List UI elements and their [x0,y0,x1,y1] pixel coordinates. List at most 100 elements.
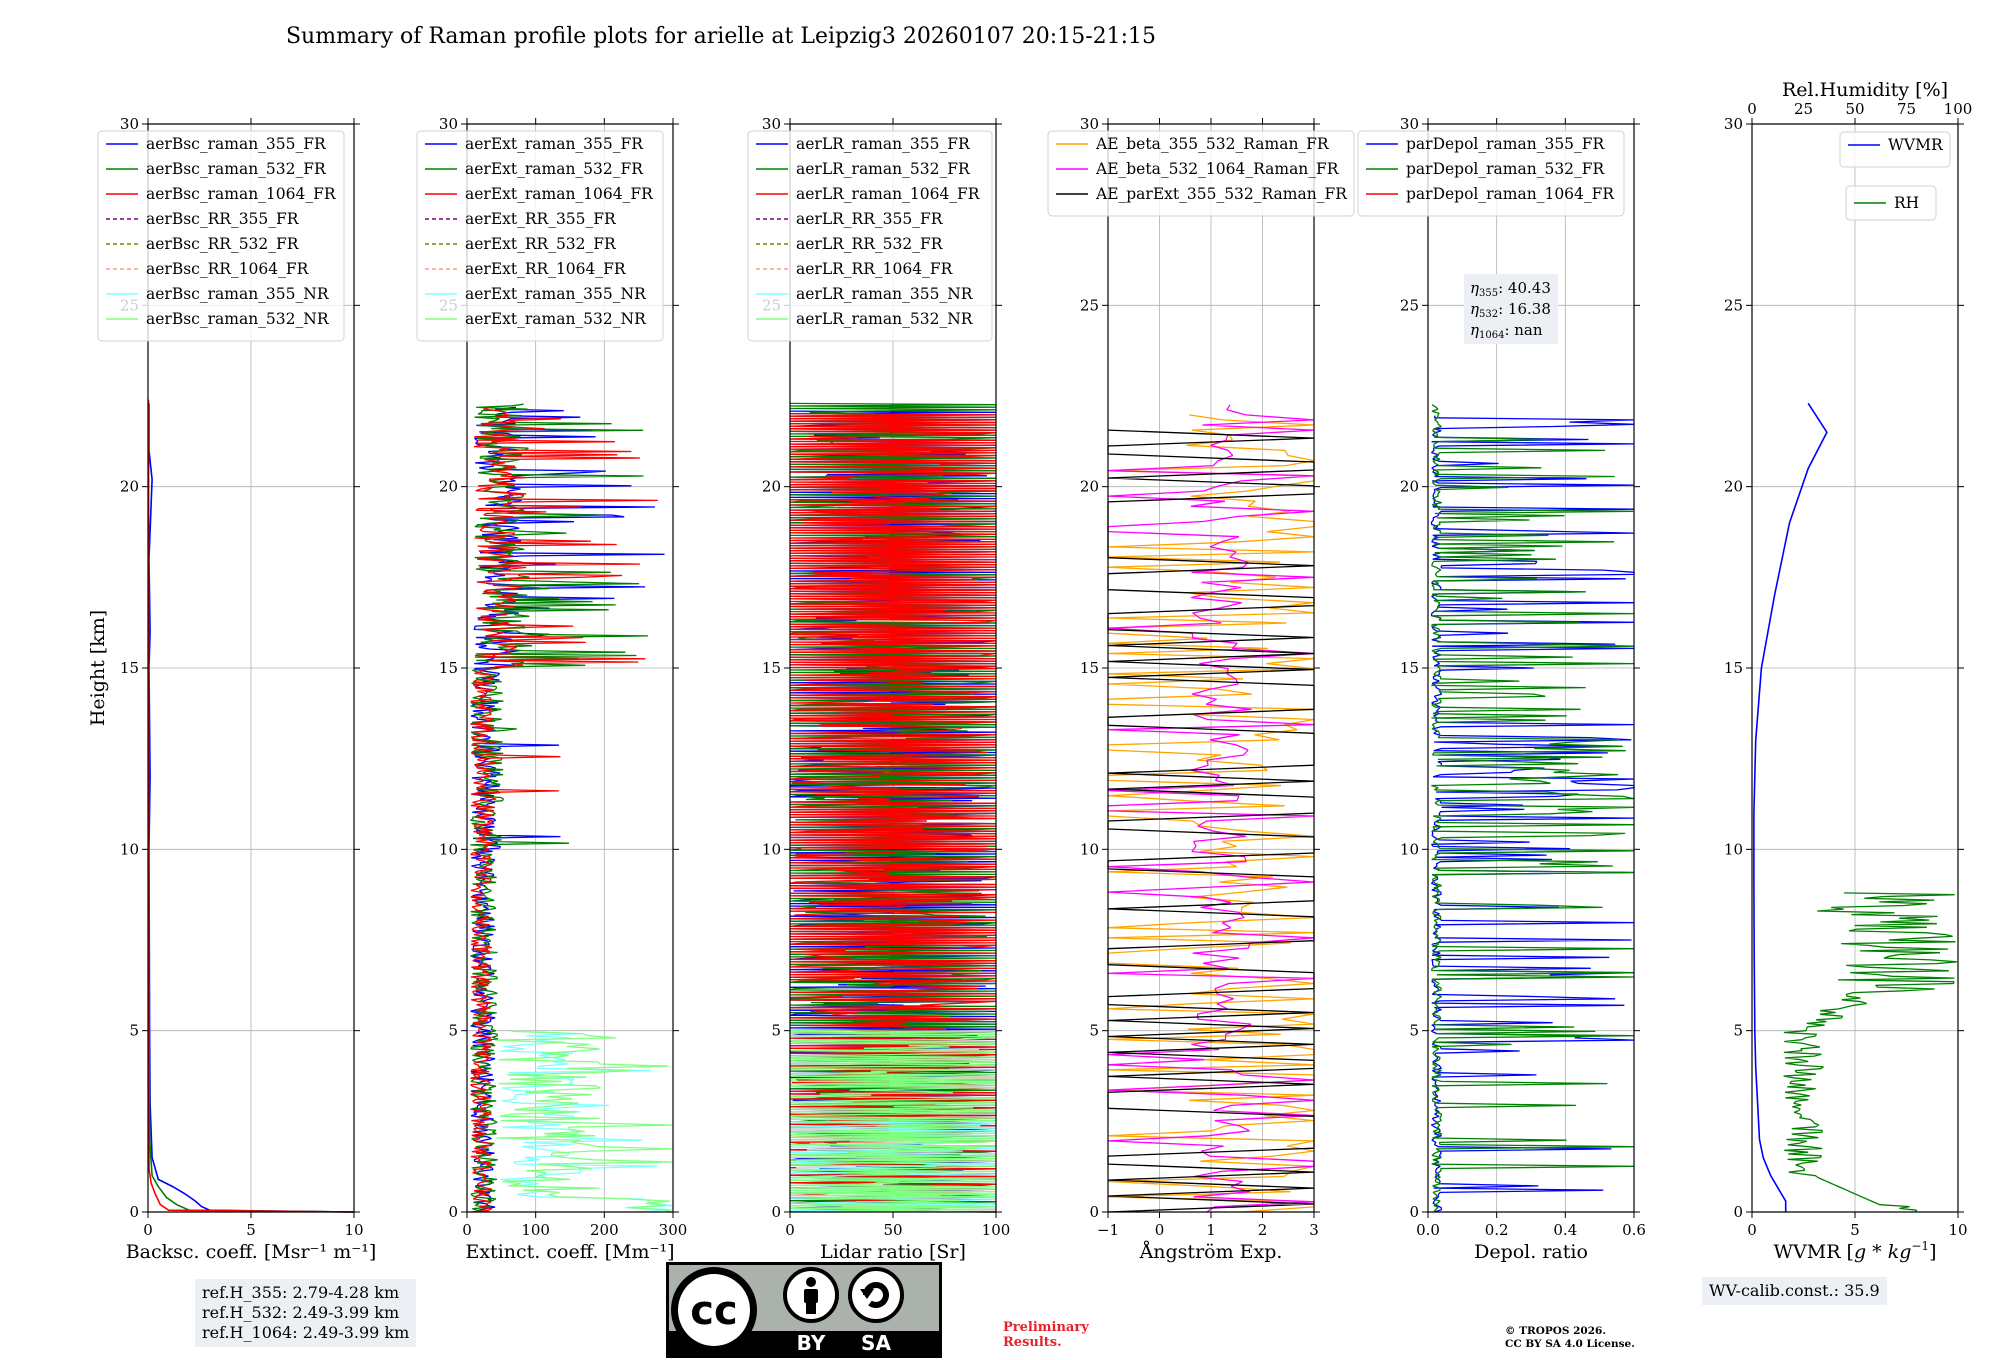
legend: AE_beta_355_532_Raman_FR AE_beta_532_1064… [1047,130,1355,217]
y-tick-label: 30 [1724,115,1743,133]
legend-label: aerBsc_raman_532_FR [146,160,327,178]
sa-icon-arrow [863,1282,889,1308]
legend-label: aerBsc_raman_1064_FR [146,185,337,203]
y-tick-label: 10 [1724,840,1743,858]
legend-box [1357,130,1625,217]
legend-label: aerLR_RR_532_FR [796,235,944,253]
legend-label: aerExt_raman_355_NR [465,285,647,303]
y-tick-label: 5 [771,1022,781,1040]
y-tick-label: 15 [1400,659,1419,677]
x-tick-label: 0.0 [1416,1221,1440,1239]
x-tick-label: 10 [1948,1221,1967,1239]
legend-label: aerLR_raman_532_NR [796,310,974,328]
top-x-tick-label: 75 [1897,100,1916,118]
x-tick-label: 5 [246,1221,256,1239]
legend-label: aerBsc_RR_532_FR [146,235,300,253]
data-area [1753,402,1957,1213]
legend-label: aerExt_raman_355_FR [465,135,644,153]
y-tick-label: 20 [1724,478,1743,496]
by-icon-body [804,1289,818,1303]
data-area [1430,404,1635,1213]
legend: WVMR RH [1839,131,1951,221]
x-tick-label: 0 [1155,1221,1165,1239]
y-tick-label: 30 [120,115,139,133]
x-axis-label: Extinct. coeff. [Mm⁻¹] [465,1241,674,1263]
preliminary-line-2: Results. [1003,1335,1062,1350]
series-line-parDepol_raman_532_FR [1430,404,1635,1213]
legend-label: parDepol_raman_355_FR [1406,135,1606,153]
legend-label: aerBsc_raman_532_NR [146,310,330,328]
legend-box-rh [1845,185,1937,221]
legend-label: parDepol_raman_1064_FR [1406,185,1615,203]
legend-label: aerLR_raman_532_FR [796,160,971,178]
legend-label: aerExt_RR_355_FR [465,210,617,228]
eta-symbol: η [1470,321,1479,339]
x-tick-label: 300 [659,1221,688,1239]
y-tick-label: 20 [762,478,781,496]
y-tick-label: 10 [1080,840,1099,858]
y-tick-label: 15 [1724,659,1743,677]
x-axis-label: WVMR [g * kg−1] [1773,1239,1936,1263]
eta-box [1464,274,1558,344]
y-tick-label: 5 [129,1022,139,1040]
wv-calibration-constant: WV-calib.const.: 35.9 [1709,1281,1880,1300]
legend-label: aerLR_RR_1064_FR [796,260,954,278]
y-tick-label: 15 [120,659,139,677]
x-axis-label-exponent: −1 [1911,1239,1929,1253]
x-axis-label: Backsc. coeff. [Msr⁻¹ m⁻¹] [126,1241,377,1263]
legend-label: aerBsc_RR_1064_FR [146,260,310,278]
legend-label: AE_parExt_355_532_Raman_FR [1095,185,1348,203]
legend-label: aerBsc_raman_355_FR [146,135,327,153]
eta-symbol: η [1470,300,1479,318]
y-tick-label: 15 [439,659,458,677]
series-line-WVMR [1753,402,1828,1212]
y-tick-label: 5 [448,1022,458,1040]
legend-box [1839,131,1951,168]
eta-subscript: 532 [1479,309,1498,320]
panels: 0510051015202530Backsc. coeff. [Msr⁻¹ m⁻… [87,79,1972,1263]
cc-by-sa-license-badge[interactable]: cc BY SA [666,1262,942,1358]
preliminary-results-note: Preliminary Results. [1003,1320,1089,1350]
y-tick-label: 10 [762,840,781,858]
sa-label: SA [861,1331,891,1355]
y-tick-label: 0 [1733,1203,1743,1221]
sa-icon [848,1267,904,1323]
panel-5: 0.0 0.2 0.4 0.6 0 5 10 15 20 25 30 Depol. ratio parD… [1357,115,1646,1263]
data-area [470,403,674,1213]
sa-icon-arrowhead [860,1289,874,1299]
copyright-note: © TROPOS 2026. CC BY SA 4.0 License. [1505,1325,1635,1351]
by-label: BY [797,1331,826,1355]
x-axis-label: Depol. ratio [1474,1241,1588,1263]
x-tick-label: 100 [982,1221,1011,1239]
legend: aerLR_raman_355_FR aerLR_raman_532_FR aerL… [747,130,993,342]
series-line-aerLR_raman_1064_FR [789,412,997,1213]
legend-label: AE_beta_532_1064_Raman_FR [1095,160,1340,178]
series-line-aerExt_raman_532_NR [495,1030,674,1213]
x-tick-label: 100 [521,1221,550,1239]
x-tick-label: 0 [462,1221,472,1239]
legend-label: aerLR_RR_355_FR [796,210,944,228]
eta-value: η1064: nan [1470,321,1543,341]
legend: aerExt_raman_355_FR aerExt_raman_532_FRae… [416,130,664,342]
series-line-parDepol_raman_355_FR [1430,415,1635,1213]
y-tick-label: 5 [1733,1022,1743,1040]
legend-label: parDepol_raman_532_FR [1406,160,1606,178]
legend-box [747,130,993,342]
y-tick-label: 30 [439,115,458,133]
series-line-RH [1783,892,1957,1213]
y-tick-label: 0 [1089,1203,1099,1221]
cc-mark: cc [690,1288,737,1334]
legend-box [1047,130,1355,217]
figure-title: Summary of Raman profile plots for ariel… [286,24,1156,49]
top-x-tick-label: 25 [1794,100,1813,118]
legend-label-rh: RH [1894,194,1919,212]
x-tick-label: 0.4 [1553,1221,1577,1239]
ref-height-532: ref.H_532: 2.49-3.99 km [202,1303,400,1322]
eta-number: : 40.43 [1498,279,1551,297]
x-tick-label: 2 [1258,1221,1268,1239]
eta-subscript: 355 [1479,288,1498,299]
x-tick-label: 0.6 [1622,1221,1646,1239]
by-icon-head [806,1277,816,1287]
